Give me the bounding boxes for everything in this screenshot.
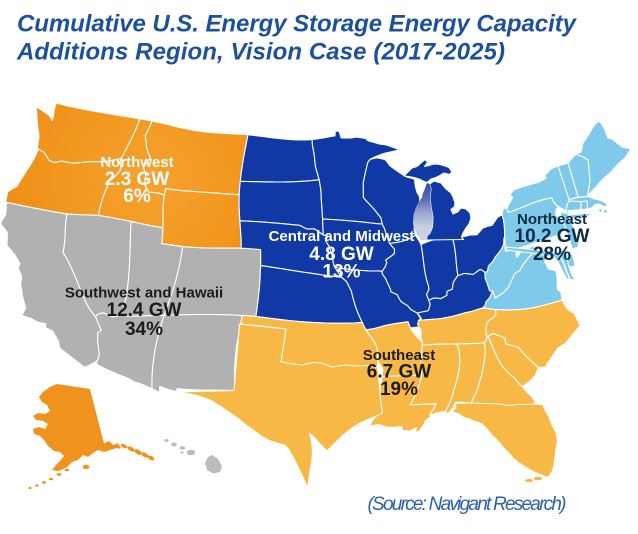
svg-text:Southwest and Hawaii: Southwest and Hawaii — [65, 285, 223, 302]
svg-text:28%: 28% — [533, 244, 571, 265]
svg-text:10.2 GW: 10.2 GW — [515, 226, 590, 247]
svg-text:(Source: Navigant Research): (Source: Navigant Research) — [368, 494, 567, 515]
svg-text:19%: 19% — [380, 379, 418, 400]
svg-text:12.4 GW: 12.4 GW — [107, 300, 182, 321]
svg-text:2.3 GW: 2.3 GW — [105, 169, 169, 190]
svg-text:Southeast: Southeast — [363, 347, 436, 364]
svg-text:4.8 GW: 4.8 GW — [309, 244, 373, 265]
svg-text:Northeast: Northeast — [517, 211, 587, 228]
svg-text:34%: 34% — [125, 319, 163, 340]
svg-text:Cumulative U.S. Energy Storage: Cumulative U.S. Energy Storage Energy Ca… — [17, 11, 578, 38]
svg-text:6.7 GW: 6.7 GW — [367, 362, 431, 383]
svg-text:6%: 6% — [123, 186, 151, 207]
svg-text:Northwest: Northwest — [100, 154, 173, 171]
svg-text:13%: 13% — [322, 262, 360, 283]
svg-text:Central and Midwest: Central and Midwest — [269, 228, 415, 245]
svg-text:Additions Region, Vision Case: Additions Region, Vision Case (2017-2025… — [16, 39, 505, 66]
